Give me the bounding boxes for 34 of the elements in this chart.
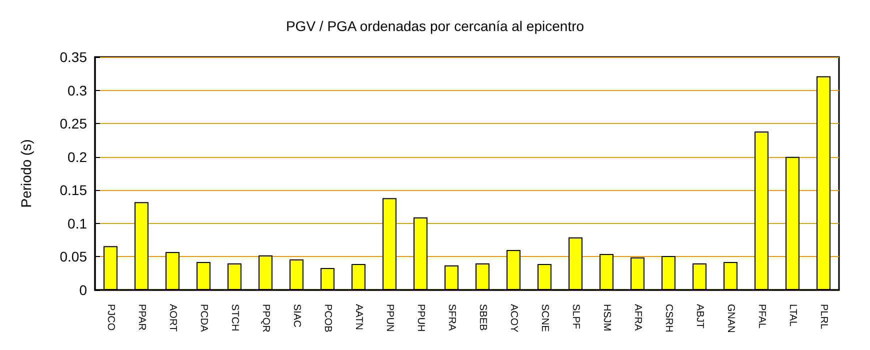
x-tick-label: LTAL xyxy=(787,304,798,327)
x-tick-label: PPUN xyxy=(384,304,395,332)
x-tick-label: PCDA xyxy=(198,304,209,332)
x-tick-label: SBEB xyxy=(477,304,488,332)
x-tick-label: AORT xyxy=(167,304,178,332)
x-tick-label: GNAN xyxy=(725,304,736,333)
y-tick-label: 0.3 xyxy=(68,82,88,98)
x-tick-label: ACOY xyxy=(508,304,519,333)
y-tick-label: 0.15 xyxy=(60,182,88,198)
x-tick-label: AFRA xyxy=(632,304,643,331)
y-tick-label: 0.35 xyxy=(60,49,88,65)
x-tick-label: HSJM xyxy=(601,304,612,332)
y-tick-label: 0.1 xyxy=(68,215,88,232)
y-tick-label: 0.05 xyxy=(60,248,88,265)
chart-title: PGV / PGA ordenadas por cercanía al epicentro xyxy=(286,18,584,34)
x-tick-label: ABJT xyxy=(694,304,705,328)
x-tick-label: PLRL xyxy=(818,304,829,330)
x-tick-label: SCNE xyxy=(539,304,550,332)
y-tick-label: 0 xyxy=(79,282,88,298)
x-tick-label: PPUH xyxy=(415,304,426,332)
x-tick-label: PCOB xyxy=(322,304,333,333)
y-tick-label: 0.25 xyxy=(60,116,88,132)
x-tick-label: STCH xyxy=(229,304,240,332)
x-tick-label: CSRH xyxy=(663,304,674,332)
x-tick-label: AATN xyxy=(353,304,364,330)
x-tick-label: PJCO xyxy=(105,304,116,331)
x-tick-label: PPAR xyxy=(136,304,147,330)
x-tick-label: PFAL xyxy=(756,304,767,329)
x-tick-label: SFRA xyxy=(446,304,457,331)
y-tick-label: 0.2 xyxy=(68,148,88,165)
x-tick-label: SIAC xyxy=(291,304,302,328)
x-tick-label: SLPF xyxy=(570,304,581,330)
y-axis-title: Periodo (s) xyxy=(18,139,34,208)
x-tick-label: PPQR xyxy=(260,304,271,332)
